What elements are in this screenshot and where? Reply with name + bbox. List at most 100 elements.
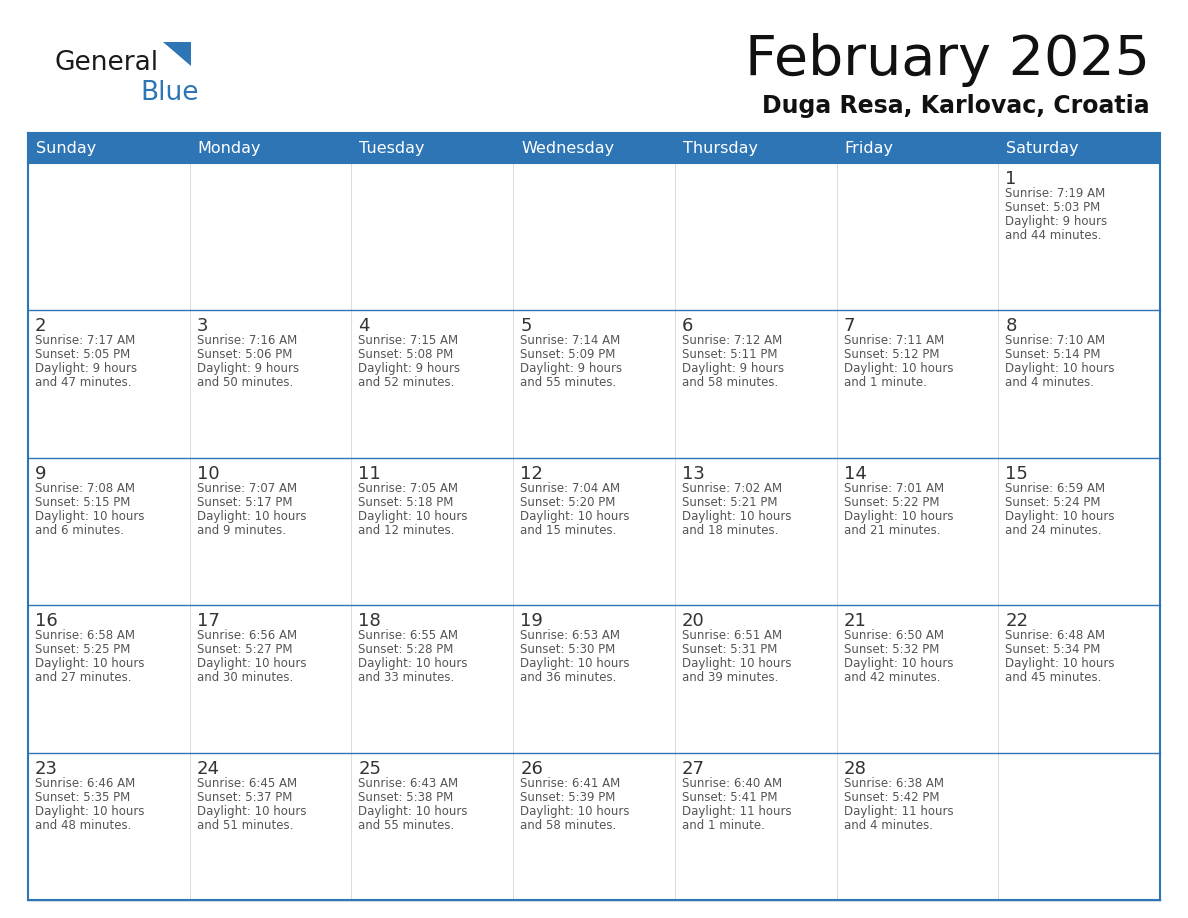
- Text: Daylight: 10 hours: Daylight: 10 hours: [843, 657, 953, 670]
- Text: Daylight: 10 hours: Daylight: 10 hours: [359, 657, 468, 670]
- Text: General: General: [55, 50, 159, 76]
- Text: Sunrise: 7:15 AM: Sunrise: 7:15 AM: [359, 334, 459, 347]
- Text: 19: 19: [520, 612, 543, 630]
- Text: and 58 minutes.: and 58 minutes.: [520, 819, 617, 832]
- Text: Daylight: 10 hours: Daylight: 10 hours: [34, 509, 145, 522]
- Text: Sunrise: 7:04 AM: Sunrise: 7:04 AM: [520, 482, 620, 495]
- Text: Sunset: 5:06 PM: Sunset: 5:06 PM: [197, 349, 292, 362]
- Text: Sunset: 5:30 PM: Sunset: 5:30 PM: [520, 644, 615, 656]
- Text: Friday: Friday: [845, 140, 893, 155]
- Text: Sunrise: 6:43 AM: Sunrise: 6:43 AM: [359, 777, 459, 789]
- Text: Daylight: 10 hours: Daylight: 10 hours: [682, 509, 791, 522]
- Text: Sunset: 5:35 PM: Sunset: 5:35 PM: [34, 790, 131, 803]
- Text: Sunset: 5:03 PM: Sunset: 5:03 PM: [1005, 201, 1100, 214]
- Text: Sunset: 5:11 PM: Sunset: 5:11 PM: [682, 349, 777, 362]
- Text: 11: 11: [359, 465, 381, 483]
- Text: Sunset: 5:09 PM: Sunset: 5:09 PM: [520, 349, 615, 362]
- Bar: [29, 753, 1159, 900]
- Text: Sunrise: 7:11 AM: Sunrise: 7:11 AM: [843, 334, 943, 347]
- Text: Sunrise: 6:38 AM: Sunrise: 6:38 AM: [843, 777, 943, 789]
- Text: and 4 minutes.: and 4 minutes.: [843, 819, 933, 832]
- Text: and 1 minute.: and 1 minute.: [682, 819, 765, 832]
- Text: Daylight: 10 hours: Daylight: 10 hours: [197, 657, 307, 670]
- Text: 13: 13: [682, 465, 704, 483]
- Text: 2: 2: [34, 318, 46, 335]
- Text: and 55 minutes.: and 55 minutes.: [359, 819, 455, 832]
- Text: and 44 minutes.: and 44 minutes.: [1005, 229, 1101, 242]
- Text: Monday: Monday: [197, 140, 261, 155]
- Text: 15: 15: [1005, 465, 1028, 483]
- Text: February 2025: February 2025: [745, 33, 1150, 87]
- Text: 22: 22: [1005, 612, 1029, 630]
- Text: 24: 24: [197, 759, 220, 778]
- Text: Daylight: 10 hours: Daylight: 10 hours: [359, 804, 468, 818]
- Text: Daylight: 9 hours: Daylight: 9 hours: [1005, 215, 1107, 228]
- Text: Daylight: 10 hours: Daylight: 10 hours: [843, 363, 953, 375]
- Text: Saturday: Saturday: [1006, 140, 1079, 155]
- Text: 12: 12: [520, 465, 543, 483]
- Text: Daylight: 10 hours: Daylight: 10 hours: [197, 509, 307, 522]
- Text: Daylight: 9 hours: Daylight: 9 hours: [682, 363, 784, 375]
- Bar: [29, 310, 1159, 458]
- Text: Sunrise: 7:08 AM: Sunrise: 7:08 AM: [34, 482, 135, 495]
- Text: 20: 20: [682, 612, 704, 630]
- Text: 8: 8: [1005, 318, 1017, 335]
- Text: Sunrise: 6:46 AM: Sunrise: 6:46 AM: [34, 777, 135, 789]
- Text: 27: 27: [682, 759, 704, 778]
- Text: Sunrise: 7:16 AM: Sunrise: 7:16 AM: [197, 334, 297, 347]
- Text: Daylight: 9 hours: Daylight: 9 hours: [197, 363, 299, 375]
- Text: Daylight: 11 hours: Daylight: 11 hours: [843, 804, 953, 818]
- Text: 18: 18: [359, 612, 381, 630]
- Text: and 42 minutes.: and 42 minutes.: [843, 671, 940, 684]
- Text: Thursday: Thursday: [683, 140, 758, 155]
- Text: and 12 minutes.: and 12 minutes.: [359, 524, 455, 537]
- Text: Sunrise: 6:56 AM: Sunrise: 6:56 AM: [197, 629, 297, 643]
- Text: Sunset: 5:14 PM: Sunset: 5:14 PM: [1005, 349, 1101, 362]
- Text: Daylight: 11 hours: Daylight: 11 hours: [682, 804, 791, 818]
- Text: Daylight: 9 hours: Daylight: 9 hours: [520, 363, 623, 375]
- Text: and 51 minutes.: and 51 minutes.: [197, 819, 293, 832]
- Text: Sunrise: 7:12 AM: Sunrise: 7:12 AM: [682, 334, 782, 347]
- Text: and 4 minutes.: and 4 minutes.: [1005, 376, 1094, 389]
- Text: Sunset: 5:24 PM: Sunset: 5:24 PM: [1005, 496, 1101, 509]
- Text: and 15 minutes.: and 15 minutes.: [520, 524, 617, 537]
- Text: 16: 16: [34, 612, 58, 630]
- Text: Sunset: 5:15 PM: Sunset: 5:15 PM: [34, 496, 131, 509]
- Bar: [190, 133, 352, 163]
- Text: Duga Resa, Karlovac, Croatia: Duga Resa, Karlovac, Croatia: [763, 94, 1150, 118]
- Text: 6: 6: [682, 318, 694, 335]
- Text: Sunset: 5:22 PM: Sunset: 5:22 PM: [843, 496, 939, 509]
- Bar: [29, 605, 1159, 753]
- Text: Sunrise: 7:02 AM: Sunrise: 7:02 AM: [682, 482, 782, 495]
- Text: 14: 14: [843, 465, 866, 483]
- Bar: [513, 133, 675, 163]
- Text: Daylight: 10 hours: Daylight: 10 hours: [1005, 363, 1114, 375]
- Text: and 18 minutes.: and 18 minutes.: [682, 524, 778, 537]
- Text: Daylight: 10 hours: Daylight: 10 hours: [1005, 657, 1114, 670]
- Text: and 58 minutes.: and 58 minutes.: [682, 376, 778, 389]
- Text: 3: 3: [197, 318, 208, 335]
- Text: 28: 28: [843, 759, 866, 778]
- Text: 21: 21: [843, 612, 866, 630]
- Text: Sunrise: 6:59 AM: Sunrise: 6:59 AM: [1005, 482, 1105, 495]
- Text: and 9 minutes.: and 9 minutes.: [197, 524, 286, 537]
- Text: Sunset: 5:34 PM: Sunset: 5:34 PM: [1005, 644, 1100, 656]
- Bar: [836, 133, 998, 163]
- Text: and 48 minutes.: and 48 minutes.: [34, 819, 132, 832]
- Text: and 33 minutes.: and 33 minutes.: [359, 671, 455, 684]
- Bar: [352, 133, 513, 163]
- Text: Sunset: 5:18 PM: Sunset: 5:18 PM: [359, 496, 454, 509]
- Text: and 6 minutes.: and 6 minutes.: [34, 524, 124, 537]
- Text: 1: 1: [1005, 170, 1017, 188]
- Text: Sunset: 5:38 PM: Sunset: 5:38 PM: [359, 790, 454, 803]
- Text: 9: 9: [34, 465, 46, 483]
- Text: 10: 10: [197, 465, 220, 483]
- Text: Daylight: 9 hours: Daylight: 9 hours: [359, 363, 461, 375]
- Text: Sunrise: 6:58 AM: Sunrise: 6:58 AM: [34, 629, 135, 643]
- Text: Daylight: 10 hours: Daylight: 10 hours: [682, 657, 791, 670]
- Text: Daylight: 10 hours: Daylight: 10 hours: [843, 509, 953, 522]
- Text: 26: 26: [520, 759, 543, 778]
- Text: Sunrise: 7:07 AM: Sunrise: 7:07 AM: [197, 482, 297, 495]
- Bar: [29, 458, 1159, 605]
- Text: Daylight: 9 hours: Daylight: 9 hours: [34, 363, 137, 375]
